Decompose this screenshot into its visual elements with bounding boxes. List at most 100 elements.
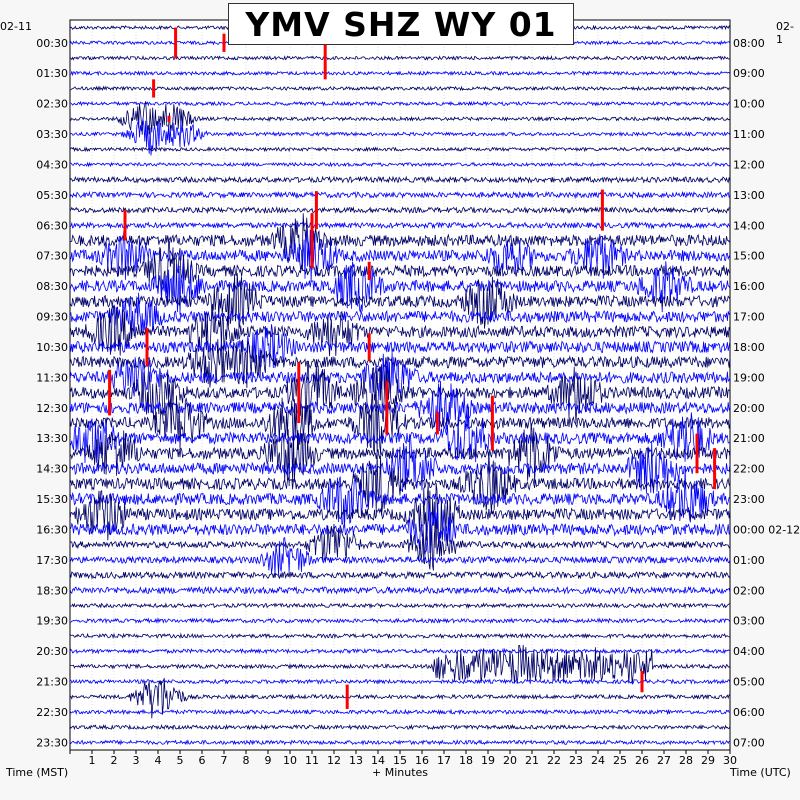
minute-tick-label: 3 — [133, 754, 140, 767]
red-spike-11 — [367, 333, 371, 361]
right-tick-label: 06:00 — [733, 706, 765, 719]
left-tick-label: 09:30 — [36, 311, 68, 324]
trace-row-11 — [69, 190, 731, 200]
minute-tick-label: 19 — [481, 754, 495, 767]
red-spike-12 — [108, 369, 112, 416]
minute-tick-label: 11 — [305, 754, 319, 767]
minute-tick-label: 5 — [177, 754, 184, 767]
right-axis-label: Time (UTC) — [730, 766, 791, 779]
red-spike-8 — [123, 210, 127, 241]
red-spike-6 — [600, 189, 604, 231]
left-tick-label: 15:30 — [36, 493, 68, 506]
trace-row-10 — [69, 175, 731, 184]
left-tick-label: 23:30 — [36, 736, 68, 749]
left-tick-label: 12:30 — [36, 402, 68, 415]
minute-tick-label: 8 — [243, 754, 250, 767]
minute-tick-label: 12 — [327, 754, 341, 767]
trace-row-13 — [69, 221, 731, 230]
minute-tick-label: 6 — [199, 754, 206, 767]
left-tick-label: 21:30 — [36, 676, 68, 689]
minute-tick-label: 20 — [503, 754, 517, 767]
right-tick-label: 14:00 — [733, 219, 765, 232]
minute-tick-label: 9 — [265, 754, 272, 767]
minute-tick-label: 30 — [723, 754, 737, 767]
right-tick-label: 05:00 — [733, 676, 765, 689]
red-spike-5 — [314, 191, 318, 230]
trace-row-5 — [69, 100, 731, 107]
left-tick-label: 14:30 — [36, 463, 68, 476]
trace-row-4 — [69, 85, 731, 92]
red-spike-2 — [323, 36, 327, 80]
right-tick-label: 08:00 — [733, 37, 765, 50]
trace-row-23 — [69, 352, 731, 407]
left-tick-label: 19:30 — [36, 615, 68, 628]
right-tick-label: 15:00 — [733, 250, 765, 263]
trace-row-35 — [69, 537, 731, 576]
red-spike-1 — [222, 33, 226, 52]
right-tick-label: 04:00 — [733, 645, 765, 658]
minute-tick-label: 10 — [283, 754, 297, 767]
right-time-ticks: 08:00 09:00 10:00 11:00 12:00 13:00 14:00 15:00… — [733, 37, 800, 750]
trace-row-43 — [69, 678, 731, 685]
trace-row-20 — [69, 303, 731, 361]
left-tick-label: 11:30 — [36, 371, 68, 384]
left-tick-label: 22:30 — [36, 706, 68, 719]
red-spike-17 — [695, 433, 699, 474]
red-spike-9 — [367, 261, 371, 281]
red-spike-7 — [310, 213, 314, 268]
left-tick-label: 05:30 — [36, 189, 68, 202]
trace-row-46 — [69, 723, 731, 731]
trace-row-32 — [69, 482, 731, 548]
left-tick-label: 18:30 — [36, 584, 68, 597]
right-tick-label: 20:00 — [733, 402, 765, 415]
trace-row-29 — [69, 436, 731, 494]
trace-row-3 — [69, 70, 731, 77]
trace-row-7 — [69, 119, 731, 156]
trace-row-39 — [69, 617, 731, 624]
left-tick-label: 13:30 — [36, 432, 68, 445]
trace-row-31 — [69, 468, 731, 528]
red-spike-16 — [435, 411, 439, 435]
minute-tick-label: 4 — [155, 754, 162, 767]
red-event-spikes — [108, 27, 717, 709]
minute-tick-label: 21 — [525, 754, 539, 767]
trace-row-26 — [69, 390, 731, 454]
red-spike-14 — [385, 381, 389, 435]
left-tick-label: 16:30 — [36, 523, 68, 536]
left-tick-label: 01:30 — [36, 67, 68, 80]
red-spike-13 — [297, 362, 301, 424]
right-tick-label: 02:00 — [733, 584, 765, 597]
left-tick-label: 20:30 — [36, 645, 68, 658]
red-spike-19 — [640, 670, 644, 693]
minute-tick-label: 23 — [569, 754, 583, 767]
minute-tick-label: 15 — [393, 754, 407, 767]
trace-row-22 — [69, 339, 731, 388]
right-tick-label: 03:00 — [733, 615, 765, 628]
minute-tick-label: 16 — [415, 754, 429, 767]
minute-tick-label: 18 — [459, 754, 473, 767]
trace-row-30 — [69, 451, 731, 516]
trace-row-14 — [69, 213, 731, 271]
left-tick-label: 03:30 — [36, 128, 68, 141]
trace-row-25 — [69, 380, 731, 432]
right-date-label: 02-1 — [776, 20, 794, 46]
trace-row-18 — [69, 273, 731, 329]
minute-tick-label: 13 — [349, 754, 363, 767]
left-axis-label: Time (MST) — [6, 766, 69, 779]
minute-tick-label: 17 — [437, 754, 451, 767]
trace-row-8 — [69, 146, 731, 153]
right-tick-label: 21:00 — [733, 432, 765, 445]
left-time-ticks: 00:30 01:30 02:30 03:30 04:30 05:30 06:30 07:30… — [36, 37, 68, 750]
left-tick-label: 10:30 — [36, 341, 68, 354]
right-tick-label: 01:00 — [733, 554, 765, 567]
trace-row-45 — [69, 708, 731, 716]
minute-tick-label: 24 — [591, 754, 605, 767]
right-tick-label: 23:00 — [733, 493, 765, 506]
left-tick-label: 17:30 — [36, 554, 68, 567]
trace-row-9 — [69, 161, 731, 168]
chart-title: YMV SHZ WY 01 — [228, 3, 574, 45]
minute-tick-label: 27 — [657, 754, 671, 767]
trace-row-42 — [69, 644, 731, 685]
bottom-axis-label: + Minutes — [372, 766, 429, 779]
